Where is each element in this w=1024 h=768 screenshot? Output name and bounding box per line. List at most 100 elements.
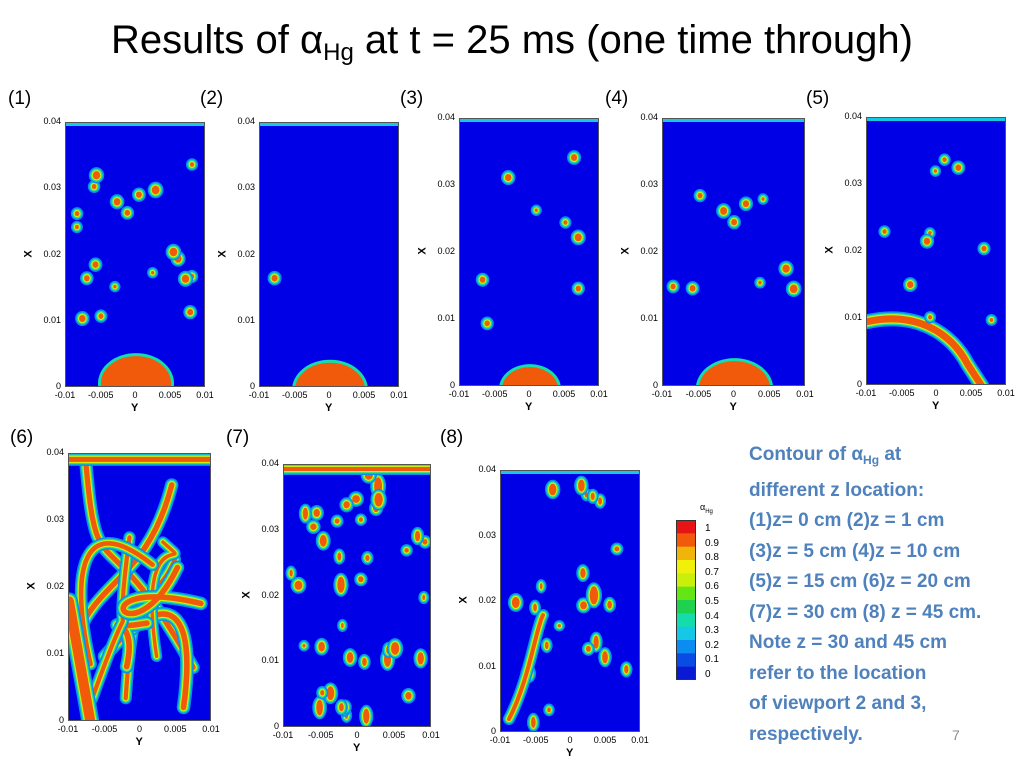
x-axis-label: Y: [325, 402, 333, 414]
caption-line-7: Note z = 30 and 45 cm: [749, 632, 947, 653]
x-tick-label: 0.005: [163, 724, 187, 734]
caption-text: Contour of αHg at different z location: …: [749, 440, 1024, 750]
x-axis-label: Y: [566, 747, 574, 759]
y-tick-label: 0.04: [46, 447, 64, 457]
x-tick-label: 0.01: [196, 390, 214, 400]
x-tick-label: 0.01: [202, 724, 220, 734]
y-tick-label: 0.03: [46, 514, 64, 524]
caption-line-4: (3)z = 5 cm (4)z = 10 cm: [749, 540, 961, 562]
x-tick-label: -0.01: [54, 390, 76, 400]
contour-svg: [867, 118, 1005, 384]
colorbar-segment: [676, 573, 696, 588]
caption-line-8: refer to the location: [749, 662, 927, 684]
panel-number-label: (6): [10, 427, 34, 448]
y-tick-label: 0.02: [237, 248, 255, 259]
contour-svg: [501, 471, 639, 731]
x-tick-label: -0.01: [855, 388, 877, 398]
colorbar-segment: [676, 653, 696, 668]
x-tick-label: 0: [354, 730, 360, 740]
y-tick-label: 0: [273, 721, 279, 731]
colorbar-level-label: 0.6: [705, 581, 719, 593]
y-tick-label: 0.01: [437, 313, 455, 323]
x-tick-label: -0.005: [91, 724, 118, 734]
y-axis-label: X: [25, 582, 38, 590]
panel-number-label: (5): [806, 88, 830, 109]
colorbar-level-label: 0.2: [705, 639, 719, 651]
x-tick-label: 0: [132, 390, 138, 400]
y-axis-label: X: [22, 249, 35, 258]
colorbar-level-label: 0.1: [705, 654, 719, 666]
colorbar-level-label: 1: [705, 523, 711, 534]
x-tick-label: -0.005: [685, 389, 712, 399]
caption-l1-pre: Contour of α: [749, 444, 864, 465]
x-tick-label: 0.005: [352, 390, 376, 400]
y-tick-label: 0.02: [640, 246, 658, 256]
x-tick-label: -0.005: [308, 730, 334, 740]
x-axis-label: Y: [131, 402, 139, 414]
x-tick-label: 0: [933, 388, 939, 398]
colorbar-segment: [676, 533, 696, 548]
caption-line-2: different z location:: [749, 479, 925, 501]
y-tick-label: 0.03: [261, 523, 279, 534]
contour-svg: [69, 454, 210, 720]
x-tick-label: 0.005: [959, 388, 983, 398]
y-tick-label: 0.01: [46, 648, 64, 658]
panel-number-label: (4): [605, 88, 629, 109]
contour-svg: [284, 465, 430, 726]
x-tick-label: 0.01: [997, 388, 1015, 398]
panel-number-label: (1): [8, 88, 32, 109]
colorbar-title: αHg: [700, 502, 713, 515]
caption-line-9: of viewport 2 and 3,: [749, 693, 927, 714]
y-axis-label: X: [240, 590, 253, 599]
contour-svg: [260, 123, 398, 386]
title-subscript: Hg: [323, 39, 354, 66]
x-axis-label: Y: [135, 736, 143, 748]
x-axis-label: Y: [932, 400, 940, 412]
contour-field: [68, 453, 211, 721]
y-tick-label: 0.02: [478, 595, 496, 605]
y-tick-label: 0.03: [844, 178, 862, 188]
panel-number-label: (2): [200, 88, 224, 109]
y-tick-label: 0: [58, 715, 64, 725]
x-tick-label: 0.005: [552, 389, 576, 399]
panel-number-label: (8): [440, 427, 464, 448]
y-tick-label: 0.01: [844, 312, 862, 322]
contour-svg: [460, 119, 598, 385]
caption-line-6: (7)z = 30 cm (8) z = 45 cm.: [749, 601, 982, 623]
title-prefix: Results of α: [111, 18, 324, 62]
y-tick-label: 0.03: [43, 182, 61, 193]
y-tick-label: 0: [449, 380, 455, 390]
y-tick-label: 0: [249, 381, 255, 391]
contour-field: [500, 470, 640, 732]
x-tick-label: 0.01: [422, 730, 440, 740]
colorbar-segment: [676, 666, 696, 680]
panel-number-label: (7): [226, 427, 250, 448]
x-tick-label: 0.005: [158, 390, 182, 400]
y-axis-label: X: [457, 596, 470, 604]
y-tick-label: 0.03: [478, 529, 496, 540]
y-tick-label: 0.04: [237, 116, 255, 126]
colorbar-level-label: 0.9: [705, 537, 719, 549]
caption-line-3: (1)z= 0 cm (2)z = 1 cm: [749, 510, 945, 531]
x-axis-label: Y: [353, 742, 361, 754]
colorbar-level-label: 0.7: [705, 566, 719, 578]
caption-line-5: (5)z = 15 cm (6)z = 20 cm: [749, 571, 971, 592]
x-tick-label: -0.01: [272, 730, 294, 740]
title-suffix: at t = 25 ms (one time through): [353, 18, 913, 62]
colorbar-segment: [676, 546, 696, 561]
y-tick-label: 0.04: [844, 111, 862, 121]
x-tick-label: 0: [567, 735, 573, 745]
y-tick-label: 0.01: [43, 314, 61, 325]
y-tick-label: 0.03: [237, 182, 255, 193]
contour-svg: [66, 123, 204, 386]
y-tick-label: 0: [652, 380, 658, 390]
y-tick-label: 0.02: [844, 245, 862, 255]
x-tick-label: -0.01: [57, 724, 79, 734]
y-tick-label: 0.02: [43, 248, 61, 259]
x-tick-label: -0.005: [482, 389, 508, 399]
x-tick-label: 0.005: [593, 735, 617, 745]
colorbar-level-label: 0.4: [705, 610, 719, 622]
x-tick-label: -0.01: [448, 389, 470, 399]
y-tick-label: 0.04: [640, 112, 658, 122]
contour-field: [662, 118, 805, 386]
